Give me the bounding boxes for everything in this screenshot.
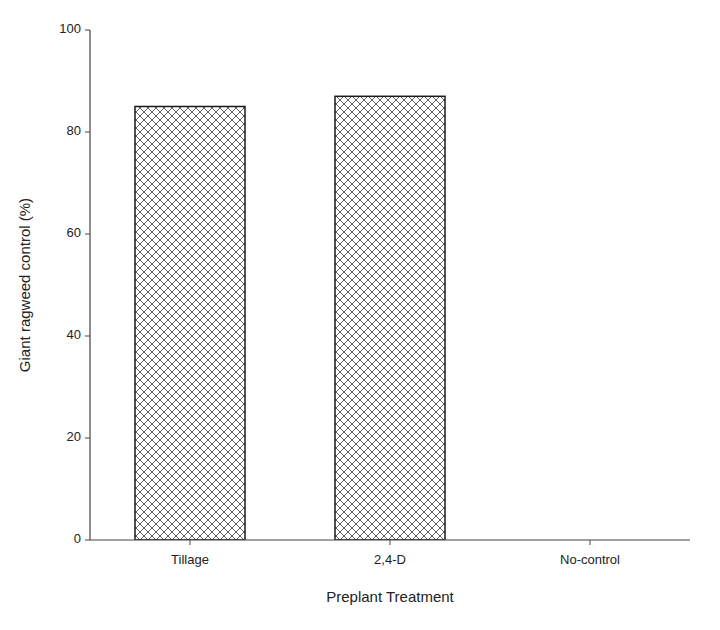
y-tick-label: 60 (67, 225, 81, 240)
x-tick (590, 540, 591, 545)
bar (135, 107, 245, 541)
chart-svg: 0 20 40 60 80 100 Tillage 2,4-D No-control Prepla… (0, 0, 720, 630)
y-axis-label: Giant ragweed control (%) (16, 198, 33, 372)
x-tick-label: No-control (560, 552, 620, 567)
y-tick-label: 40 (67, 327, 81, 342)
x-tick (390, 540, 391, 545)
axes: 0 20 40 60 80 100 Tillage 2,4-D No-control (59, 21, 690, 567)
chart-container: 0 20 40 60 80 100 Tillage 2,4-D No-control Prepla… (0, 0, 720, 630)
x-tick-label: 2,4-D (374, 552, 406, 567)
bar (335, 96, 445, 540)
y-tick (85, 234, 90, 235)
y-tick-label: 80 (67, 123, 81, 138)
x-axis-label: Preplant Treatment (326, 588, 454, 605)
y-tick (85, 540, 90, 541)
y-tick (85, 132, 90, 133)
y-axis-line (89, 30, 90, 540)
y-tick (85, 30, 90, 31)
y-tick (85, 438, 90, 439)
x-tick (190, 540, 191, 545)
y-tick-label: 20 (67, 429, 81, 444)
y-tick-label: 100 (59, 21, 81, 36)
x-tick-label: Tillage (171, 552, 209, 567)
y-tick-label: 0 (74, 531, 81, 546)
y-tick (85, 336, 90, 337)
bars (135, 96, 445, 540)
